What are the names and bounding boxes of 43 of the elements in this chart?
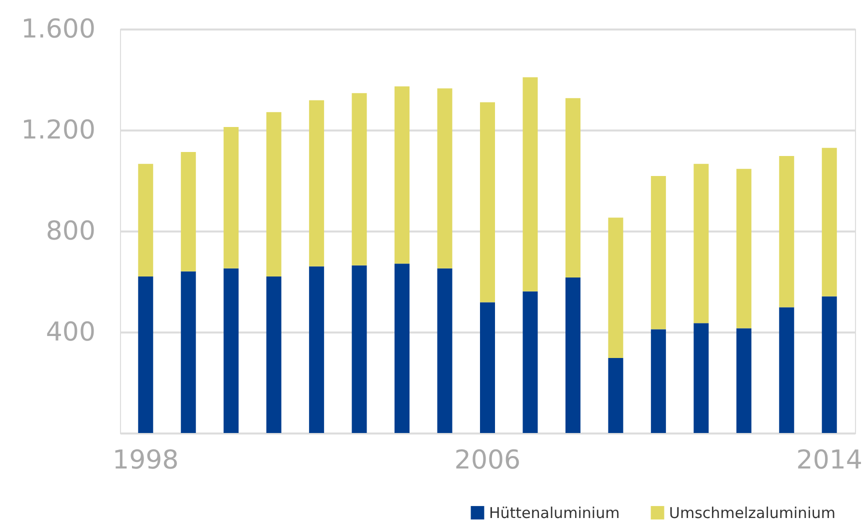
x-tick-label: 2006 — [454, 446, 521, 476]
bar — [394, 264, 410, 433]
bar — [224, 126, 239, 268]
bar — [650, 176, 666, 330]
bar — [565, 98, 580, 278]
y-tick-label: 1.200 — [21, 116, 96, 146]
bar — [138, 276, 154, 433]
bar — [565, 277, 580, 433]
bar — [650, 329, 666, 433]
legend-label: Hüttenaluminium — [489, 504, 620, 522]
bar — [822, 148, 837, 296]
bar — [224, 268, 239, 433]
bar — [608, 358, 624, 433]
bar — [437, 88, 452, 268]
bar — [266, 276, 282, 433]
y-tick-label: 800 — [46, 216, 96, 246]
bar — [779, 307, 794, 433]
bar — [480, 302, 495, 433]
legend-label: Umschmelzaluminium — [669, 504, 836, 522]
bar — [822, 296, 837, 433]
bar — [437, 268, 452, 433]
y-tick-label: 1.600 — [21, 14, 96, 44]
bar — [694, 323, 709, 433]
bar — [736, 328, 752, 433]
bar — [352, 93, 367, 266]
bar — [480, 102, 495, 302]
bar — [180, 152, 196, 272]
bar — [138, 164, 154, 276]
bar — [266, 112, 282, 276]
bar — [309, 100, 324, 266]
bar — [694, 164, 709, 324]
bar — [309, 266, 324, 433]
y-tick-label: 400 — [46, 318, 96, 348]
bar — [522, 77, 538, 292]
x-tick-label: 2014 — [796, 446, 862, 476]
bar — [394, 86, 410, 264]
x-tick-label: 1998 — [112, 446, 179, 476]
bar — [522, 291, 538, 433]
bar — [352, 265, 367, 433]
bar — [180, 271, 196, 433]
bar — [608, 218, 624, 358]
bar — [736, 168, 752, 328]
bar — [779, 156, 794, 308]
